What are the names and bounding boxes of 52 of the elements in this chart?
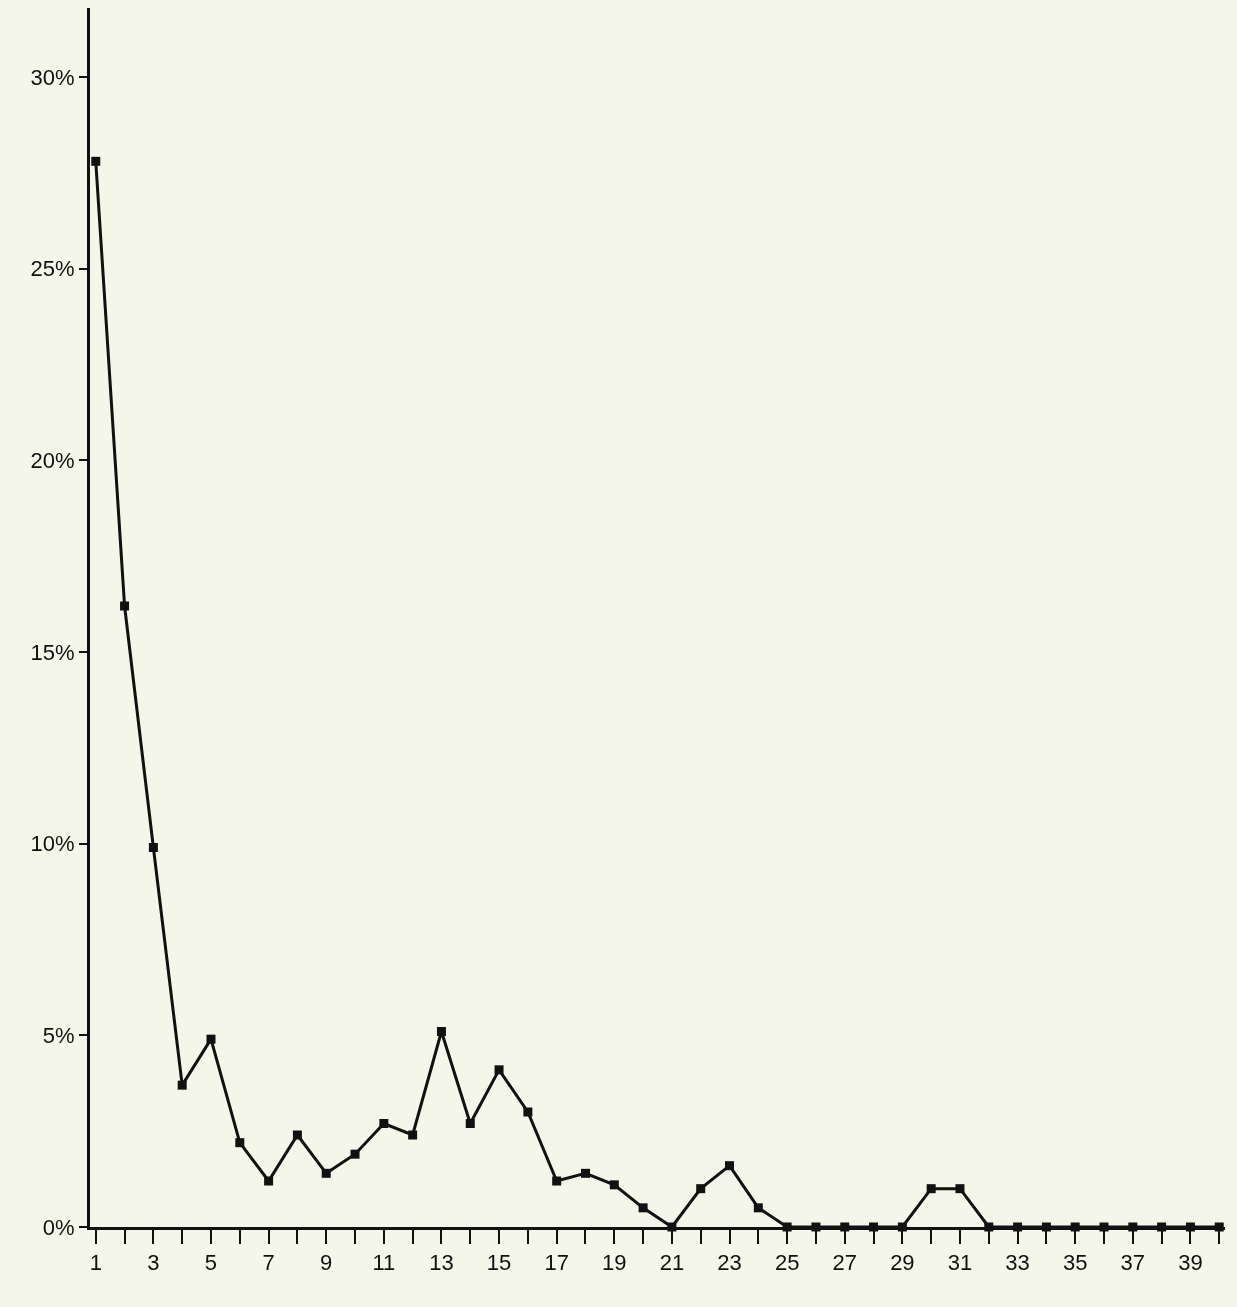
point: [379, 1119, 389, 1128]
point: [926, 1184, 936, 1194]
x-tick-label: 39: [1178, 1250, 1203, 1276]
point: [638, 1203, 648, 1213]
x-tick-label: 33: [1005, 1250, 1030, 1276]
y-tick-label: 10%: [30, 831, 75, 857]
x-tick-label: 3: [147, 1250, 160, 1276]
point: [350, 1149, 360, 1159]
point: [120, 601, 130, 611]
y-tick-label: 0%: [42, 1214, 75, 1240]
point: [177, 1080, 187, 1090]
point: [206, 1034, 216, 1044]
x-tick-label: 21: [659, 1250, 685, 1276]
y-tick-label: 30%: [30, 64, 75, 90]
x-tick-label: 25: [774, 1250, 800, 1276]
point: [696, 1184, 706, 1194]
point: [436, 1027, 446, 1036]
x-tick-label: 37: [1120, 1250, 1146, 1276]
x-tick-label: 1: [89, 1250, 102, 1276]
x-tick-label: 17: [544, 1250, 569, 1276]
x-tick-label: 27: [832, 1250, 857, 1276]
x-tick-label: 29: [890, 1250, 915, 1276]
x-tick-label: 31: [947, 1250, 973, 1276]
y-tick-label: 5%: [42, 1023, 75, 1049]
point: [408, 1130, 418, 1140]
point: [321, 1168, 331, 1178]
x-tick-label: 23: [717, 1250, 742, 1276]
x-tick-label: 9: [320, 1250, 333, 1276]
point: [609, 1180, 619, 1190]
point: [494, 1065, 504, 1075]
point: [292, 1130, 302, 1140]
y-tick-label: 15%: [30, 639, 75, 665]
y-tick-label: 20%: [30, 448, 75, 474]
point: [552, 1176, 562, 1186]
y-tick-label: 25%: [30, 256, 75, 282]
x-tick-label: 5: [204, 1250, 218, 1276]
x-tick-label: 11: [372, 1250, 396, 1276]
x-tick-label: 35: [1062, 1250, 1088, 1276]
x-tick-label: 7: [262, 1250, 275, 1276]
point: [580, 1168, 590, 1178]
point: [523, 1107, 533, 1117]
point: [91, 156, 101, 166]
point: [955, 1184, 965, 1194]
point: [725, 1161, 735, 1171]
point: [235, 1138, 245, 1148]
x-tick-label: 13: [429, 1250, 454, 1276]
point: [264, 1176, 274, 1186]
point: [148, 843, 158, 852]
x-tick-label: 15: [486, 1250, 512, 1276]
x-tick-label: 19: [602, 1250, 627, 1276]
point: [753, 1203, 763, 1213]
point: [465, 1119, 475, 1128]
